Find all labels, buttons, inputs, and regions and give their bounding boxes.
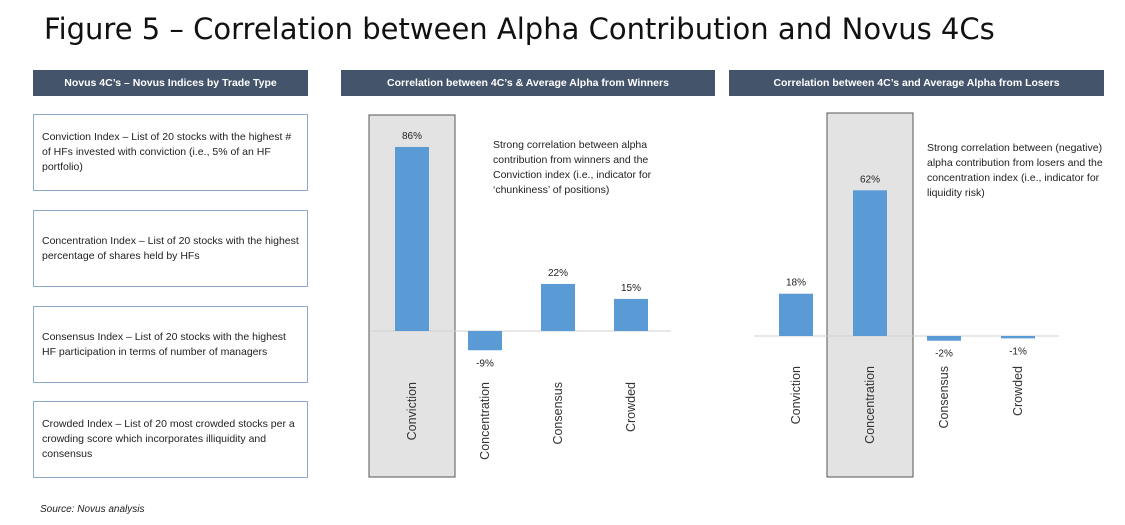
indices-panel-header: Novus 4C’s – Novus Indices by Trade Type [33,70,308,96]
value-label-concentration: -9% [476,358,494,369]
category-label-conviction: Conviction [789,366,803,424]
conviction-index-box: Conviction Index – List of 20 stocks wit… [33,114,308,191]
figure-title: Figure 5 – Correlation between Alpha Con… [44,12,995,46]
bar-concentration [853,190,887,336]
category-label-concentration: Concentration [863,366,877,444]
losers-chart: 18% Conviction 62% Concentration -2% Consensu… [754,112,1059,478]
consensus-index-box: Consensus Index – List of 20 stocks with… [33,306,308,383]
bar-consensus [541,283,575,331]
value-label-conviction: 18% [786,278,806,289]
category-label-crowded: Crowded [624,382,638,432]
category-label-concentration: Concentration [478,382,492,460]
winners-note: Strong correlation between alpha contrib… [493,139,652,196]
category-label-consensus: Consensus [551,382,565,445]
winners-panel-header: Correlation between 4C’s & Average Alpha… [341,70,715,96]
source-note: Source: Novus analysis [40,504,145,515]
value-label-concentration: 62% [860,174,880,185]
bar-conviction [779,293,813,336]
winners-chart: 86% Conviction -9% Concentration 22% Consensu… [368,114,671,478]
bar-crowded [614,298,648,331]
bar-conviction [395,146,429,331]
losers-note: Strong correlation between (negative) al… [927,142,1103,199]
value-label-crowded: -1% [1009,346,1027,357]
bar-concentration [468,331,502,351]
losers-panel-header: Correlation between 4C’s and Average Alp… [729,70,1104,96]
value-label-consensus: 22% [548,268,568,279]
bar-consensus [927,336,961,341]
value-label-conviction: 86% [402,131,422,142]
category-label-consensus: Consensus [937,366,951,429]
category-label-crowded: Crowded [1011,366,1025,416]
bar-crowded [1001,336,1035,339]
value-label-consensus: -2% [935,349,953,360]
concentration-index-box: Concentration Index – List of 20 stocks … [33,210,308,287]
value-label-crowded: 15% [621,283,641,294]
crowded-index-box: Crowded Index – List of 20 most crowded … [33,401,308,478]
category-label-conviction: Conviction [405,382,419,440]
